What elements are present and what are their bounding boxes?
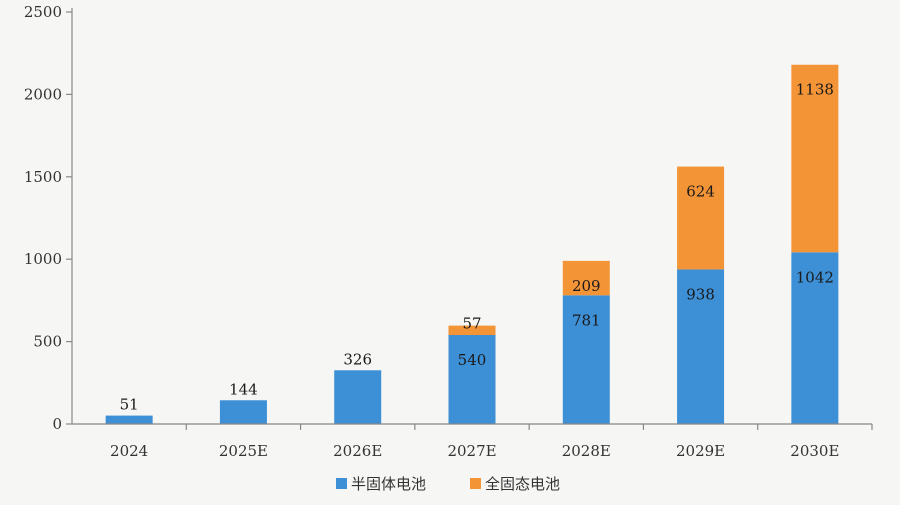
x-tick-label: 2024: [110, 442, 148, 460]
x-tick-label: 2028E: [562, 442, 611, 460]
data-label: 781: [572, 311, 601, 329]
y-tick-label: 2500: [24, 3, 62, 21]
y-tick-label: 0: [52, 415, 62, 433]
data-label: 57: [462, 315, 481, 333]
data-labels: 51 144 326 540 57 781 209 938 624 1042 1138: [120, 81, 834, 414]
data-label: 326: [343, 350, 372, 368]
legend-swatch: [336, 478, 347, 489]
bar-segment: [791, 252, 839, 424]
data-label: 144: [229, 380, 258, 398]
bars: [105, 64, 839, 424]
bar-segment: [677, 166, 725, 270]
data-label: 51: [120, 396, 139, 414]
bar-segment: [334, 370, 382, 424]
x-tick-label: 2030E: [790, 442, 839, 460]
data-label: 540: [458, 351, 487, 369]
bar-segment: [562, 295, 610, 424]
x-tick-label: 2029E: [676, 442, 725, 460]
legend-swatch: [470, 478, 481, 489]
legend-label: 半固体电池: [351, 475, 426, 493]
x-tick-label: 2025E: [219, 442, 268, 460]
legend: 半固体电池 全固态电池: [336, 475, 560, 493]
y-tick-label: 2000: [24, 85, 62, 103]
x-tick-label: 2026E: [333, 442, 382, 460]
bar-segment: [448, 335, 496, 424]
y-tick-label: 1500: [24, 168, 62, 186]
x-axis: 2024 2025E 2026E 2027E 2028E 2029E 2030E: [72, 423, 873, 460]
bar-segment: [105, 415, 153, 424]
bar-segment: [791, 64, 839, 253]
legend-label: 全固态电池: [485, 475, 560, 493]
y-tick-label: 1000: [24, 250, 62, 268]
data-label: 624: [686, 183, 715, 201]
data-label: 1042: [796, 268, 834, 286]
y-axis: 0 500 1000 1500 2000 2500: [24, 3, 73, 433]
x-tick-label: 2027E: [447, 442, 496, 460]
y-tick-label: 500: [33, 333, 62, 351]
data-label: 209: [572, 277, 601, 295]
bar-segment: [562, 260, 610, 296]
bar-segment: [448, 325, 496, 336]
data-label: 1138: [796, 81, 834, 99]
bar-segment: [219, 400, 267, 424]
data-label: 938: [686, 285, 715, 303]
bar-segment: [677, 269, 725, 424]
